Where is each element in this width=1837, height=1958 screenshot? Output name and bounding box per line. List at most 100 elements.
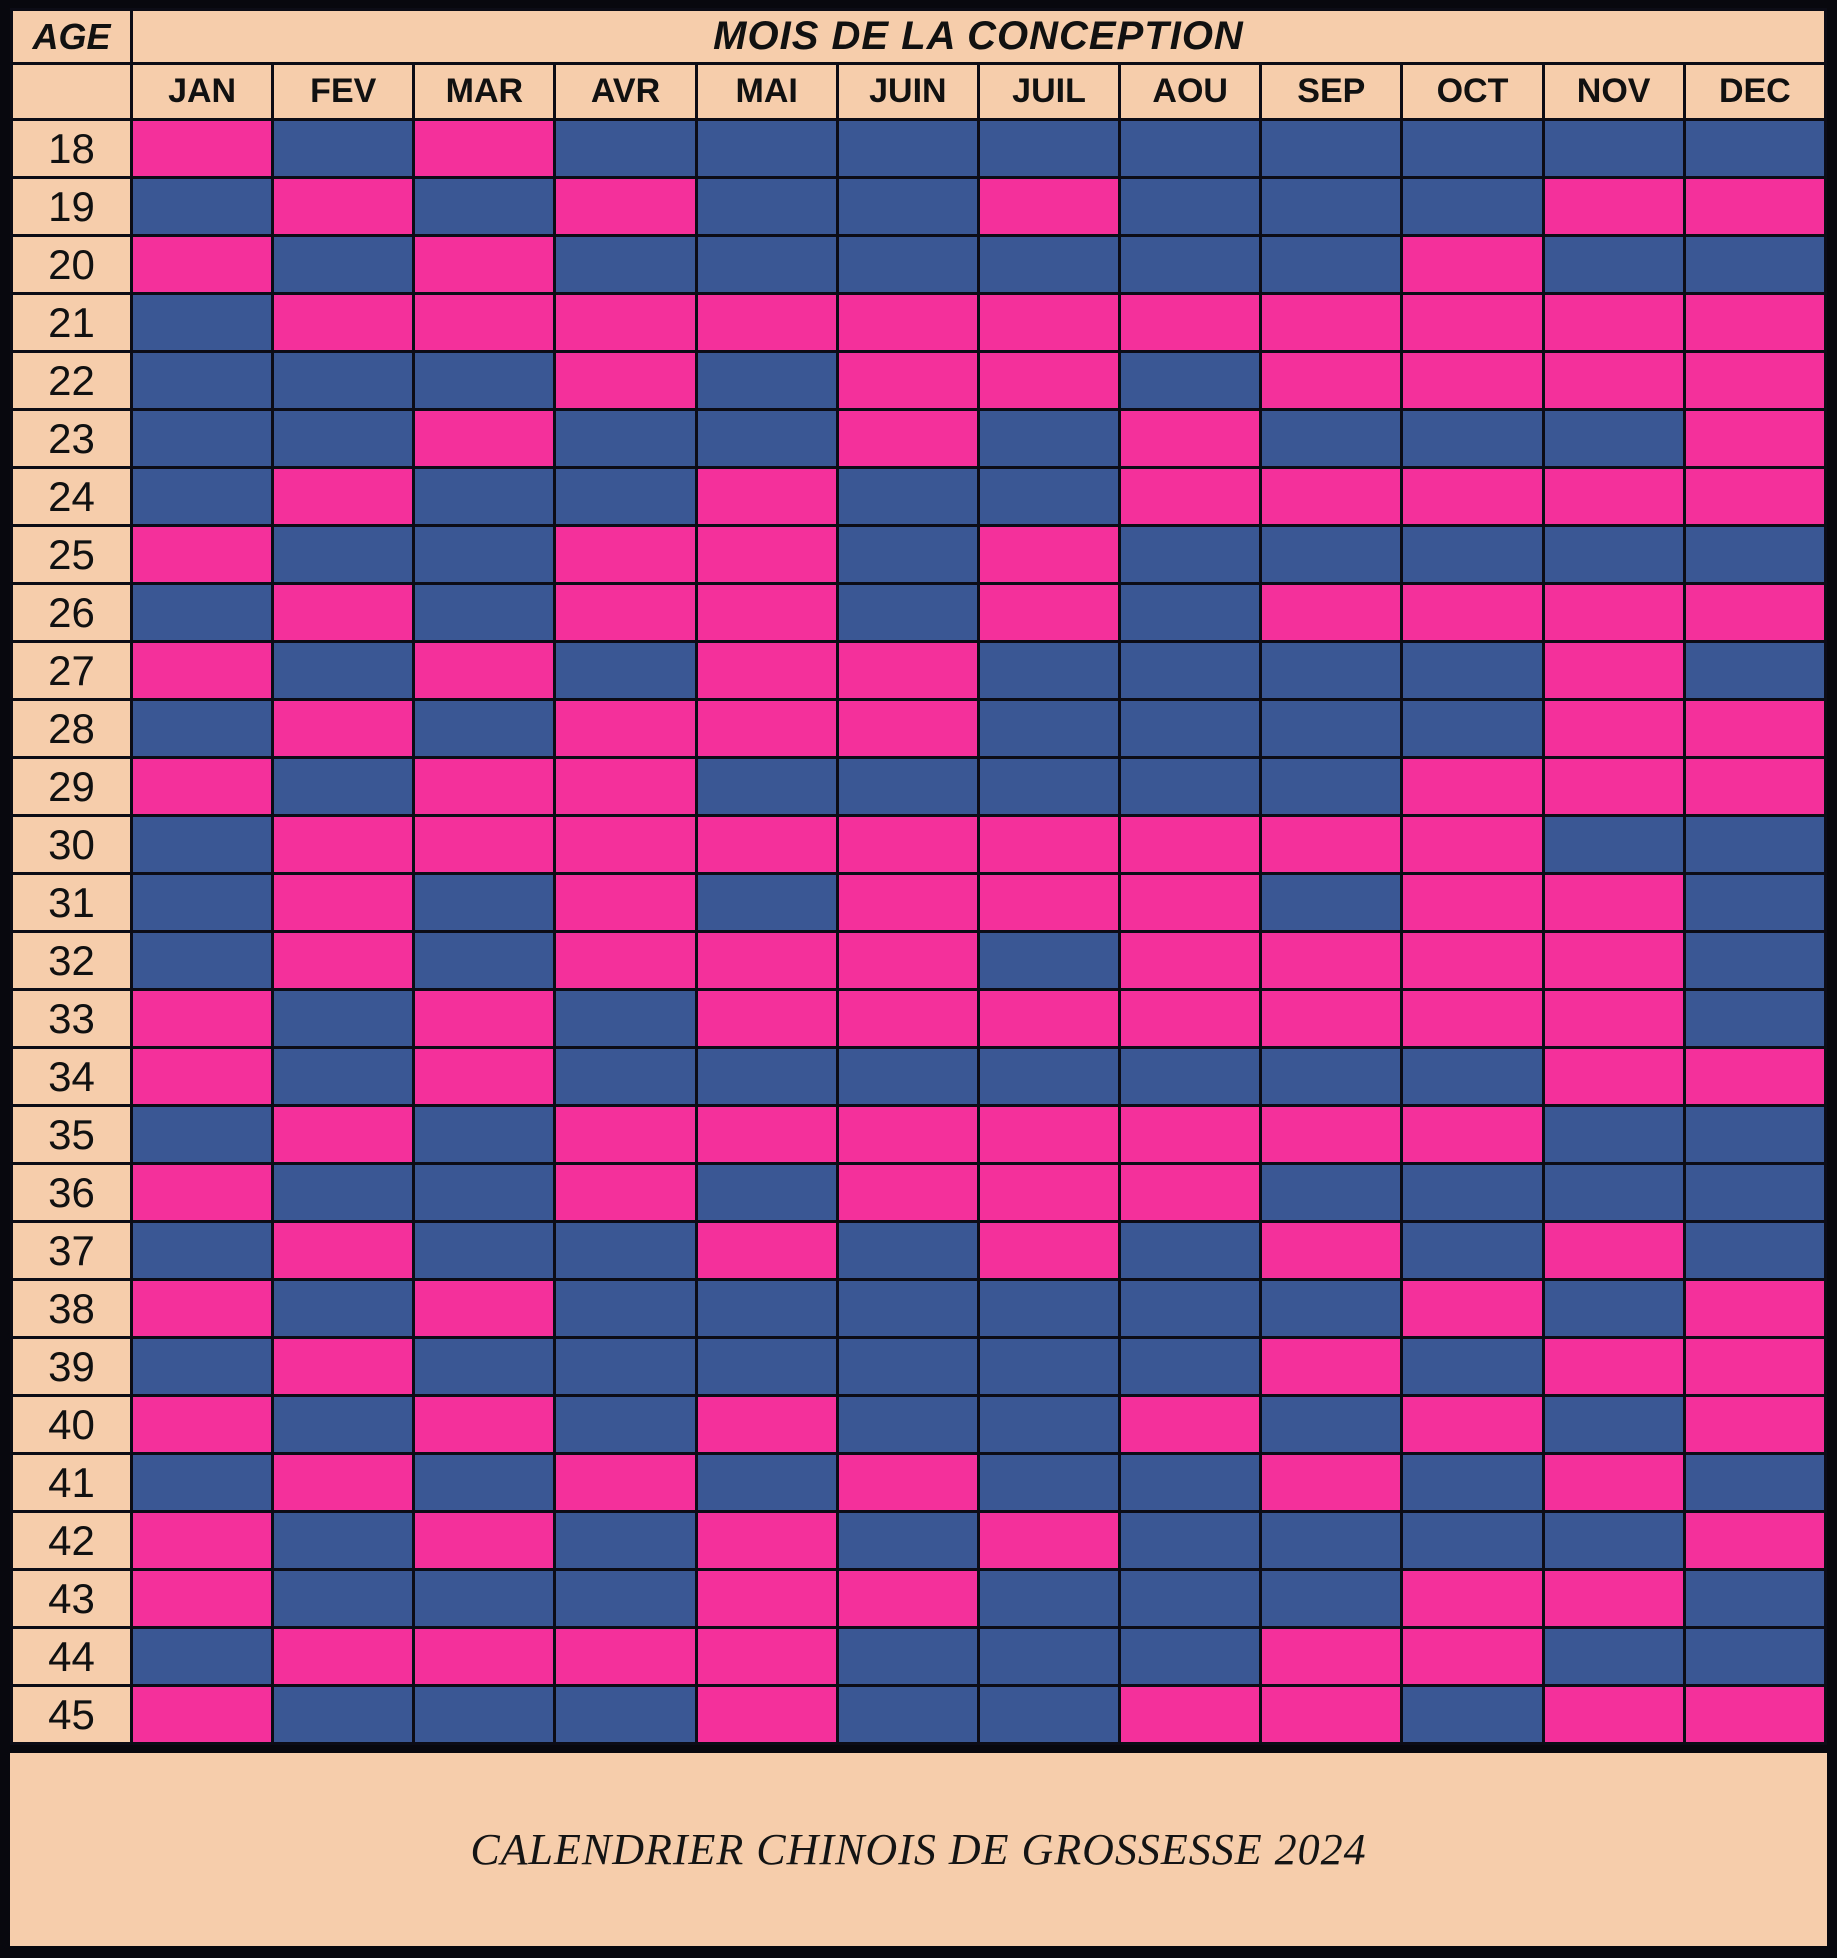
cell-23-aou <box>1118 408 1263 469</box>
cell-36-oct <box>1400 1162 1545 1223</box>
cell-24-mar <box>412 466 557 527</box>
age-cell-20: 20 <box>10 234 133 295</box>
cell-28-jan <box>129 698 275 759</box>
cell-20-oct <box>1400 234 1545 295</box>
cell-40-jan <box>129 1394 275 1455</box>
cell-24-avr <box>553 466 698 527</box>
cell-33-sep <box>1259 988 1404 1049</box>
cell-22-fev <box>271 350 416 411</box>
cell-23-mai <box>694 408 839 469</box>
cell-28-sep <box>1259 698 1404 759</box>
cell-36-mar <box>412 1162 557 1223</box>
cell-36-avr <box>553 1162 698 1223</box>
cell-19-juin <box>835 176 980 237</box>
age-row-35: 35 <box>10 1104 1828 1165</box>
cell-25-mar <box>412 524 557 585</box>
cell-20-jan <box>129 234 275 295</box>
cell-24-nov <box>1541 466 1686 527</box>
cell-19-mai <box>694 176 839 237</box>
cell-20-fev <box>271 234 416 295</box>
cell-38-sep <box>1259 1278 1404 1339</box>
cell-19-sep <box>1259 176 1404 237</box>
cell-30-juil <box>976 814 1122 875</box>
cell-35-dec <box>1682 1104 1828 1165</box>
cell-33-oct <box>1400 988 1545 1049</box>
cell-29-dec <box>1682 756 1828 817</box>
age-row-38: 38 <box>10 1278 1828 1339</box>
age-cell-43: 43 <box>10 1568 133 1629</box>
month-header-juil: JUIL <box>976 62 1122 121</box>
cell-18-avr <box>553 118 698 179</box>
cell-38-juil <box>976 1278 1122 1339</box>
cell-37-mai <box>694 1220 839 1281</box>
cell-28-avr <box>553 698 698 759</box>
age-row-30: 30 <box>10 814 1828 875</box>
cell-38-dec <box>1682 1278 1828 1339</box>
cell-18-mar <box>412 118 557 179</box>
cell-19-dec <box>1682 176 1828 237</box>
cell-38-mar <box>412 1278 557 1339</box>
age-cell-24: 24 <box>10 466 133 527</box>
month-header-aou: AOU <box>1118 62 1263 121</box>
cell-43-aou <box>1118 1568 1263 1629</box>
cell-28-mai <box>694 698 839 759</box>
cell-30-juin <box>835 814 980 875</box>
cell-44-oct <box>1400 1626 1545 1687</box>
cell-26-mai <box>694 582 839 643</box>
cell-40-juin <box>835 1394 980 1455</box>
cell-40-mai <box>694 1394 839 1455</box>
cell-43-fev <box>271 1568 416 1629</box>
cell-23-mar <box>412 408 557 469</box>
cell-28-aou <box>1118 698 1263 759</box>
cell-30-nov <box>1541 814 1686 875</box>
age-cell-42: 42 <box>10 1510 133 1571</box>
cell-22-jan <box>129 350 275 411</box>
age-cell-40: 40 <box>10 1394 133 1455</box>
age-cell-30: 30 <box>10 814 133 875</box>
cell-23-oct <box>1400 408 1545 469</box>
age-row-19: 19 <box>10 176 1828 237</box>
cell-27-nov <box>1541 640 1686 701</box>
cell-27-oct <box>1400 640 1545 701</box>
cell-35-mai <box>694 1104 839 1165</box>
cell-19-mar <box>412 176 557 237</box>
cell-45-juin <box>835 1684 980 1745</box>
age-cell-26: 26 <box>10 582 133 643</box>
cell-27-fev <box>271 640 416 701</box>
cell-28-dec <box>1682 698 1828 759</box>
cell-21-avr <box>553 292 698 353</box>
cell-20-mar <box>412 234 557 295</box>
cell-29-fev <box>271 756 416 817</box>
cell-18-mai <box>694 118 839 179</box>
cell-44-jan <box>129 1626 275 1687</box>
cell-39-mai <box>694 1336 839 1397</box>
cell-42-dec <box>1682 1510 1828 1571</box>
cell-34-fev <box>271 1046 416 1107</box>
cell-27-avr <box>553 640 698 701</box>
cell-18-sep <box>1259 118 1404 179</box>
cell-33-fev <box>271 988 416 1049</box>
cell-37-mar <box>412 1220 557 1281</box>
cell-45-avr <box>553 1684 698 1745</box>
cell-31-jan <box>129 872 275 933</box>
cell-42-juil <box>976 1510 1122 1571</box>
cell-40-aou <box>1118 1394 1263 1455</box>
cell-30-mar <box>412 814 557 875</box>
cell-44-sep <box>1259 1626 1404 1687</box>
cell-23-avr <box>553 408 698 469</box>
cell-24-jan <box>129 466 275 527</box>
age-row-29: 29 <box>10 756 1828 817</box>
cell-41-mai <box>694 1452 839 1513</box>
cell-39-aou <box>1118 1336 1263 1397</box>
month-header-mar: MAR <box>412 62 557 121</box>
age-row-34: 34 <box>10 1046 1828 1107</box>
cell-22-mai <box>694 350 839 411</box>
cell-19-jan <box>129 176 275 237</box>
cell-43-avr <box>553 1568 698 1629</box>
age-cell-39: 39 <box>10 1336 133 1397</box>
cell-43-juil <box>976 1568 1122 1629</box>
age-row-39: 39 <box>10 1336 1828 1397</box>
cell-33-juil <box>976 988 1122 1049</box>
cell-41-jan <box>129 1452 275 1513</box>
month-labels-row: JAN FEV MAR AVR MAI JUIN JUIL AOU SEP OCT NOV DEC <box>10 62 1828 121</box>
